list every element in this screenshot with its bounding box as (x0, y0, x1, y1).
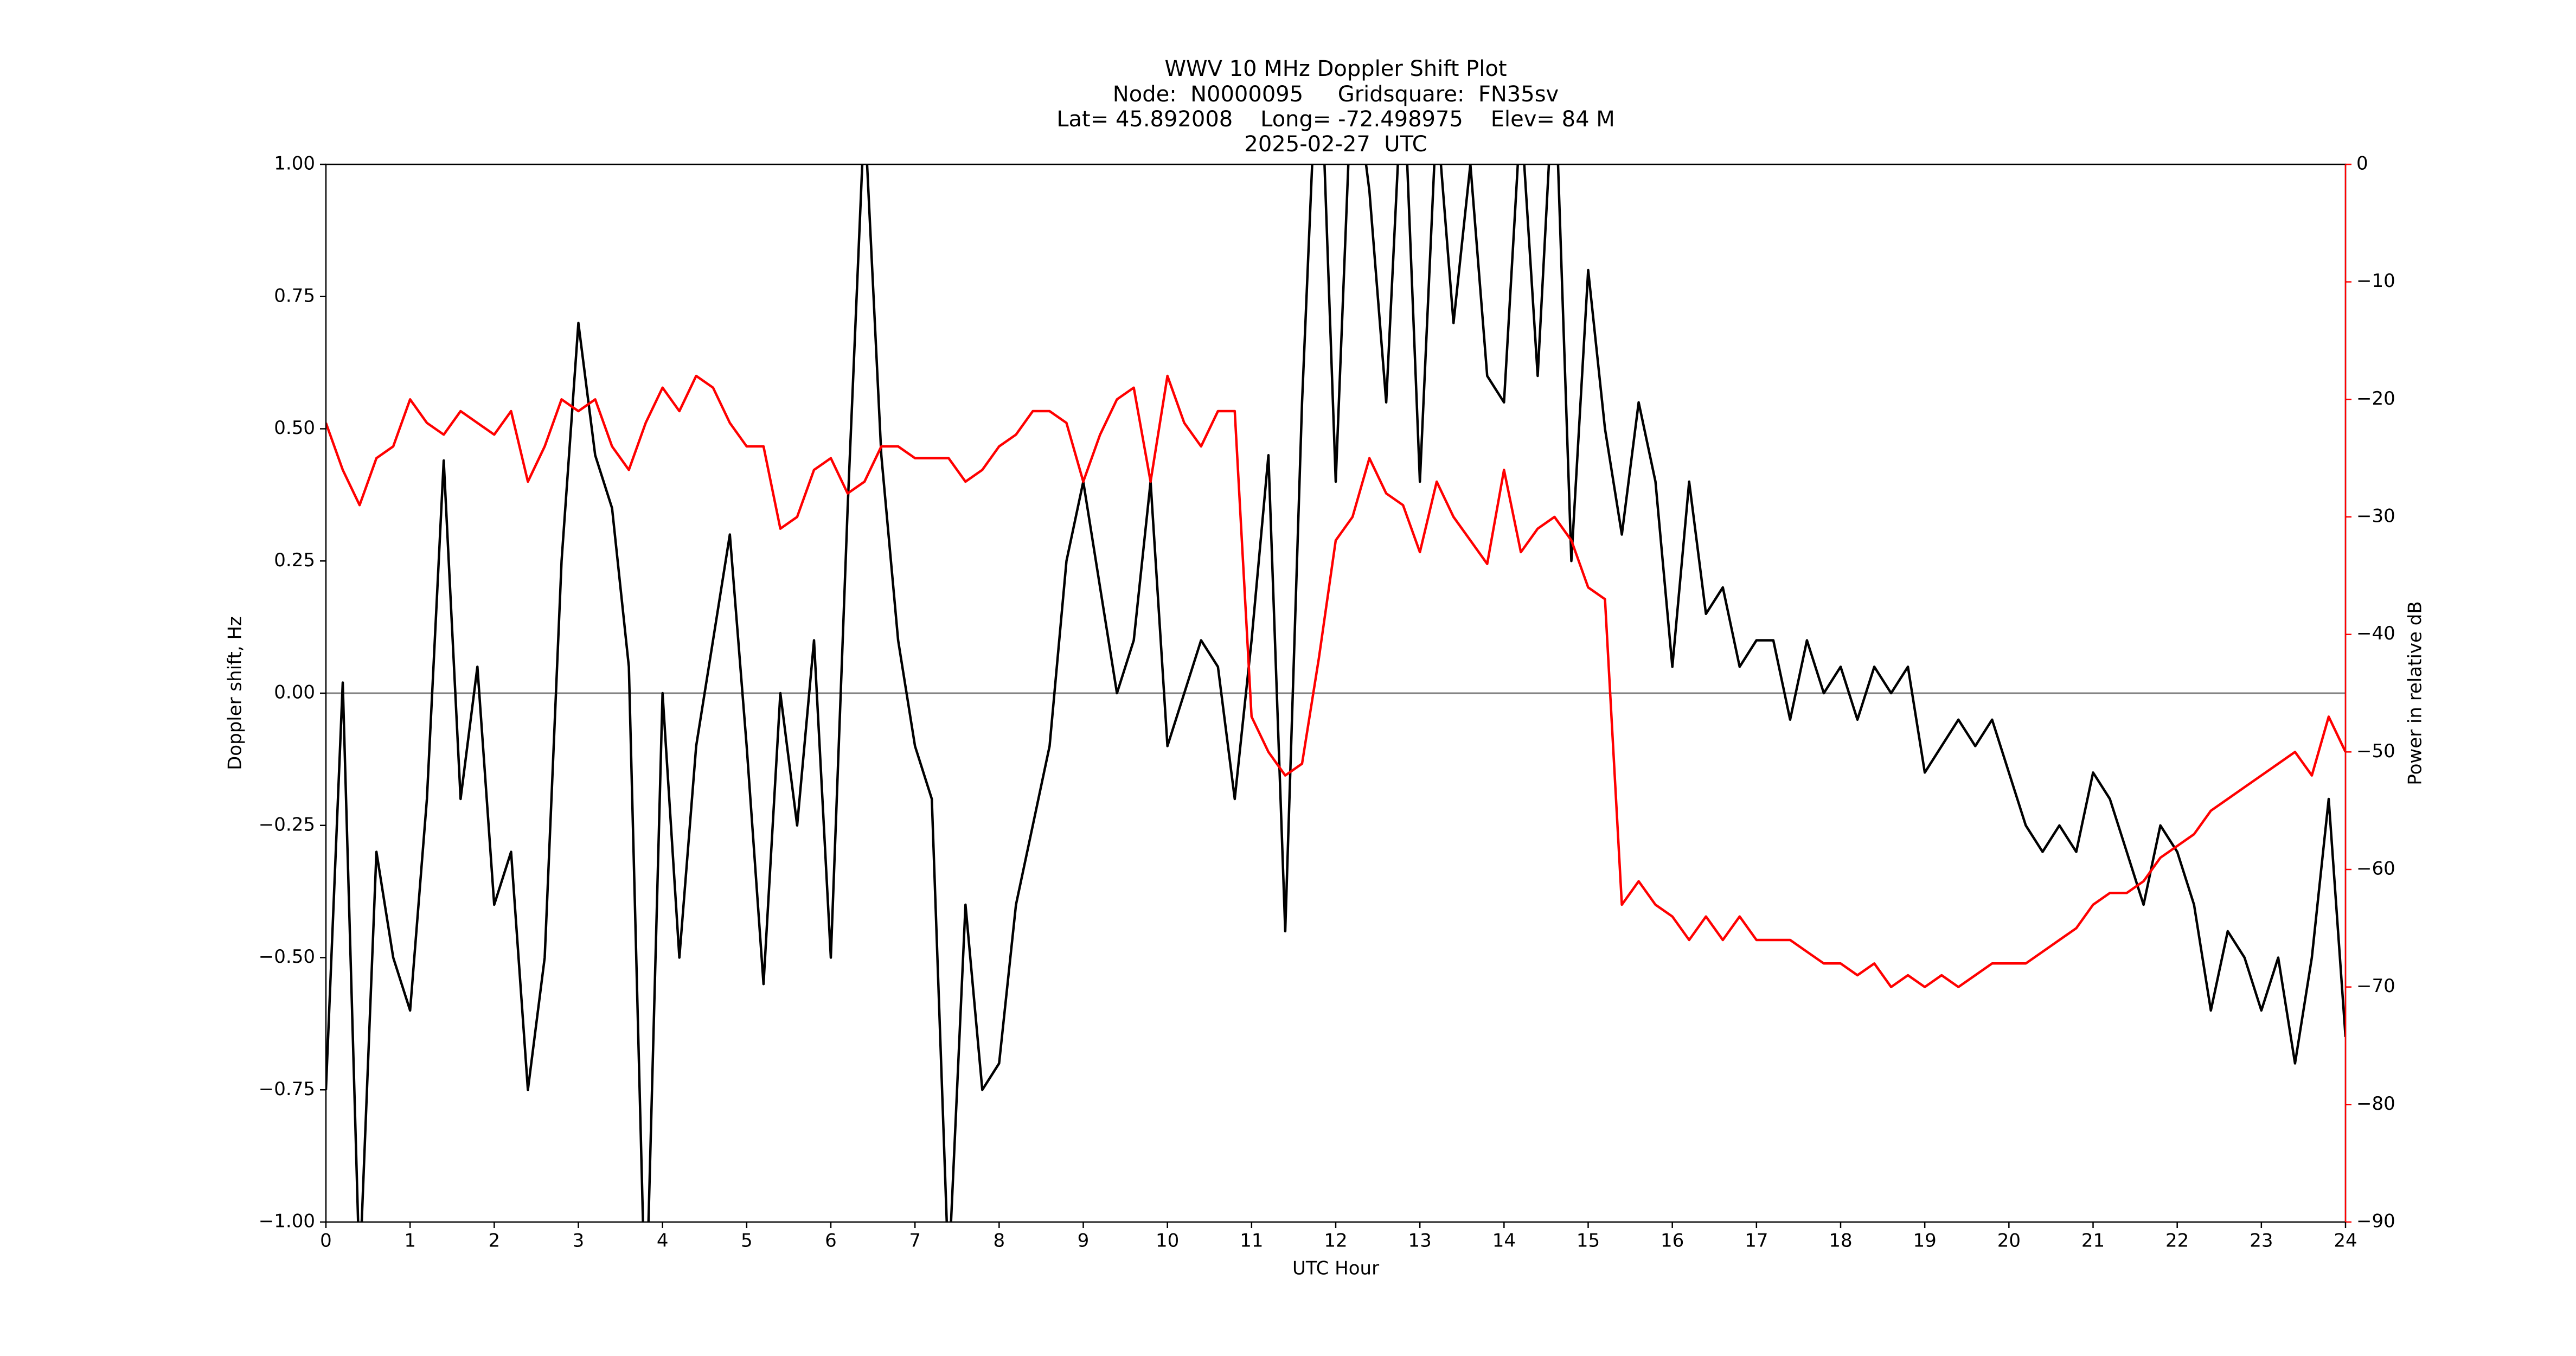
y2-tick-label: 0 (2356, 153, 2368, 175)
x-tick-label: 6 (825, 1230, 837, 1252)
y2-tick-label: −50 (2356, 740, 2395, 762)
y2-tick-label: −30 (2356, 506, 2395, 527)
x-tick-label: 1 (404, 1230, 416, 1252)
x-tick-label: 17 (1745, 1230, 1768, 1252)
y-axis-label: Doppler shift, Hz (225, 616, 246, 770)
x-tick-label: 21 (2081, 1230, 2105, 1252)
y2-tick-label: −20 (2356, 388, 2395, 410)
y-tick-label: −1.00 (259, 1211, 315, 1232)
y2-tick-label: −10 (2356, 270, 2395, 292)
series-line (326, 164, 2346, 1222)
y2-axis-label: Power in relative dB (2405, 601, 2426, 785)
chart-title: WWV 10 MHz Doppler Shift Plot (1164, 56, 1507, 81)
x-tick-label: 7 (909, 1230, 921, 1252)
chart-title: Node: N0000095 Gridsquare: FN35sv (1113, 82, 1559, 107)
y-tick-label: 0.00 (274, 682, 315, 703)
chart-title: Lat= 45.892008 Long= -72.498975 Elev= 84… (1056, 107, 1615, 132)
x-tick-label: 9 (1078, 1230, 1090, 1252)
y2-tick-label: −70 (2356, 975, 2395, 997)
y2-tick-label: −60 (2356, 858, 2395, 880)
y-tick-label: −0.75 (259, 1078, 315, 1100)
x-axis-label: UTC Hour (1292, 1258, 1379, 1280)
y-tick-label: 0.75 (274, 285, 315, 306)
x-tick-label: 12 (1324, 1230, 1347, 1252)
x-tick-label: 14 (1492, 1230, 1516, 1252)
y-tick-label: 0.25 (274, 549, 315, 571)
y2-tick-label: −80 (2356, 1093, 2395, 1115)
x-tick-label: 13 (1408, 1230, 1432, 1252)
x-tick-label: 10 (1156, 1230, 1179, 1252)
series-line (326, 374, 2346, 988)
x-tick-label: 0 (320, 1230, 332, 1252)
x-tick-label: 18 (1829, 1230, 1852, 1252)
x-tick-label: 24 (2334, 1230, 2357, 1252)
x-tick-label: 20 (1997, 1230, 2021, 1252)
x-tick-label: 2 (489, 1230, 501, 1252)
x-tick-label: 16 (1661, 1230, 1684, 1252)
chart-title: 2025-02-27 UTC (1244, 132, 1427, 157)
x-tick-label: 22 (2165, 1230, 2189, 1252)
x-tick-label: 11 (1240, 1230, 1263, 1252)
x-tick-label: 15 (1577, 1230, 1600, 1252)
y2-tick-label: −40 (2356, 623, 2395, 644)
y2-tick-label: −90 (2356, 1211, 2395, 1232)
x-tick-label: 4 (657, 1230, 669, 1252)
x-tick-label: 19 (1913, 1230, 1937, 1252)
y-tick-label: −0.50 (259, 946, 315, 968)
y-tick-label: 0.50 (274, 417, 315, 439)
y-tick-label: −0.25 (259, 814, 315, 835)
x-tick-label: 5 (741, 1230, 753, 1252)
x-tick-label: 23 (2250, 1230, 2273, 1252)
y-tick-label: 1.00 (274, 153, 315, 175)
x-tick-label: 3 (573, 1230, 585, 1252)
x-tick-label: 8 (994, 1230, 1005, 1252)
